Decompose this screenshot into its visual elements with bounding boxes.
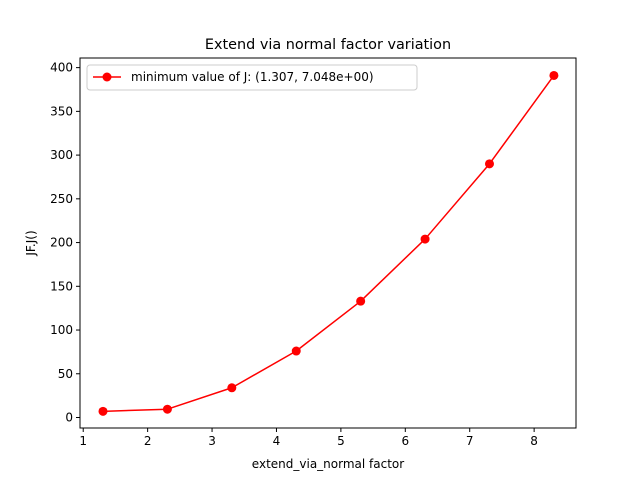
y-tick-label: 250 [50,192,73,206]
x-tick-label: 8 [530,434,538,448]
data-point [356,296,366,306]
x-tick-label: 6 [401,434,409,448]
y-tick-label: 100 [50,323,73,337]
plot-frame [79,57,577,429]
y-tick-label: 200 [50,236,73,250]
y-tick-label: 300 [50,148,73,162]
x-tick-label: 3 [208,434,216,448]
x-tick-label: 2 [144,434,152,448]
y-tick-label: 0 [65,411,73,425]
data-point [162,404,172,414]
y-tick-label: 400 [50,61,73,75]
data-point [227,383,237,393]
data-point [549,70,559,80]
data-point [291,346,301,356]
data-point [484,159,494,169]
data-point [98,406,108,416]
legend-marker-swatch [102,72,112,82]
legend-entry-label: minimum value of J: (1.307, 7.048e+00) [131,70,374,84]
y-axis-label: JF.J() [24,230,38,256]
x-axis-label: extend_via_normal factor [252,457,404,471]
axes: 1 2 3 4 5 6 7 8 0 50 100 150 200 250 300 350 400 [50,61,538,448]
data-point [420,234,430,244]
series-layer [98,70,559,416]
y-tick-label: 350 [50,104,73,118]
y-tick-label: 50 [58,367,73,381]
x-tick-label: 7 [466,434,474,448]
y-tick-label: 150 [50,279,73,293]
x-tick-label: 1 [79,434,87,448]
legend: minimum value of J: (1.307, 7.048e+00) [86,64,418,91]
x-tick-label: 5 [337,434,345,448]
legend-frame [86,64,418,91]
series-line [102,75,555,413]
x-tick-label: 4 [273,434,281,448]
chart-title: Extend via normal factor variation [205,37,451,53]
